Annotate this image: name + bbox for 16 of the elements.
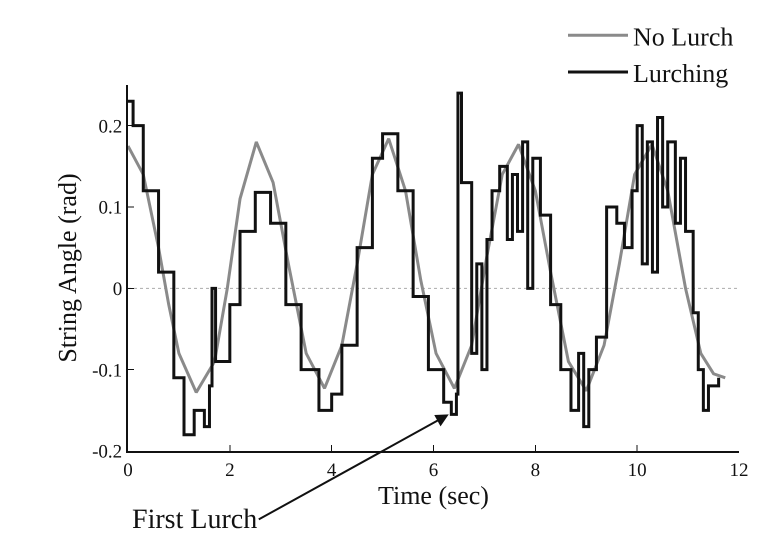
legend-label: Lurching xyxy=(633,59,728,88)
x-axis-title: Time (sec) xyxy=(378,480,489,510)
x-tick-label: 8 xyxy=(530,460,540,481)
legend-label: No Lurch xyxy=(633,22,734,52)
y-tick-label: 0.2 xyxy=(98,116,122,138)
y-tick-label: 0.1 xyxy=(98,198,122,219)
y-tick-label: -0.2 xyxy=(92,442,122,463)
y-tick-label: -0.1 xyxy=(92,360,122,382)
annotation: First Lurch xyxy=(132,504,258,535)
x-tick-label: 12 xyxy=(730,460,748,481)
x-tick-label: 2 xyxy=(225,460,235,481)
x-tick-label: 10 xyxy=(628,460,647,481)
x-tick-label: 6 xyxy=(428,460,438,481)
x-tick-label: 4 xyxy=(326,460,337,481)
y-tick-label: 0 xyxy=(112,278,122,300)
y-axis-title: String Angle (rad) xyxy=(53,173,82,363)
